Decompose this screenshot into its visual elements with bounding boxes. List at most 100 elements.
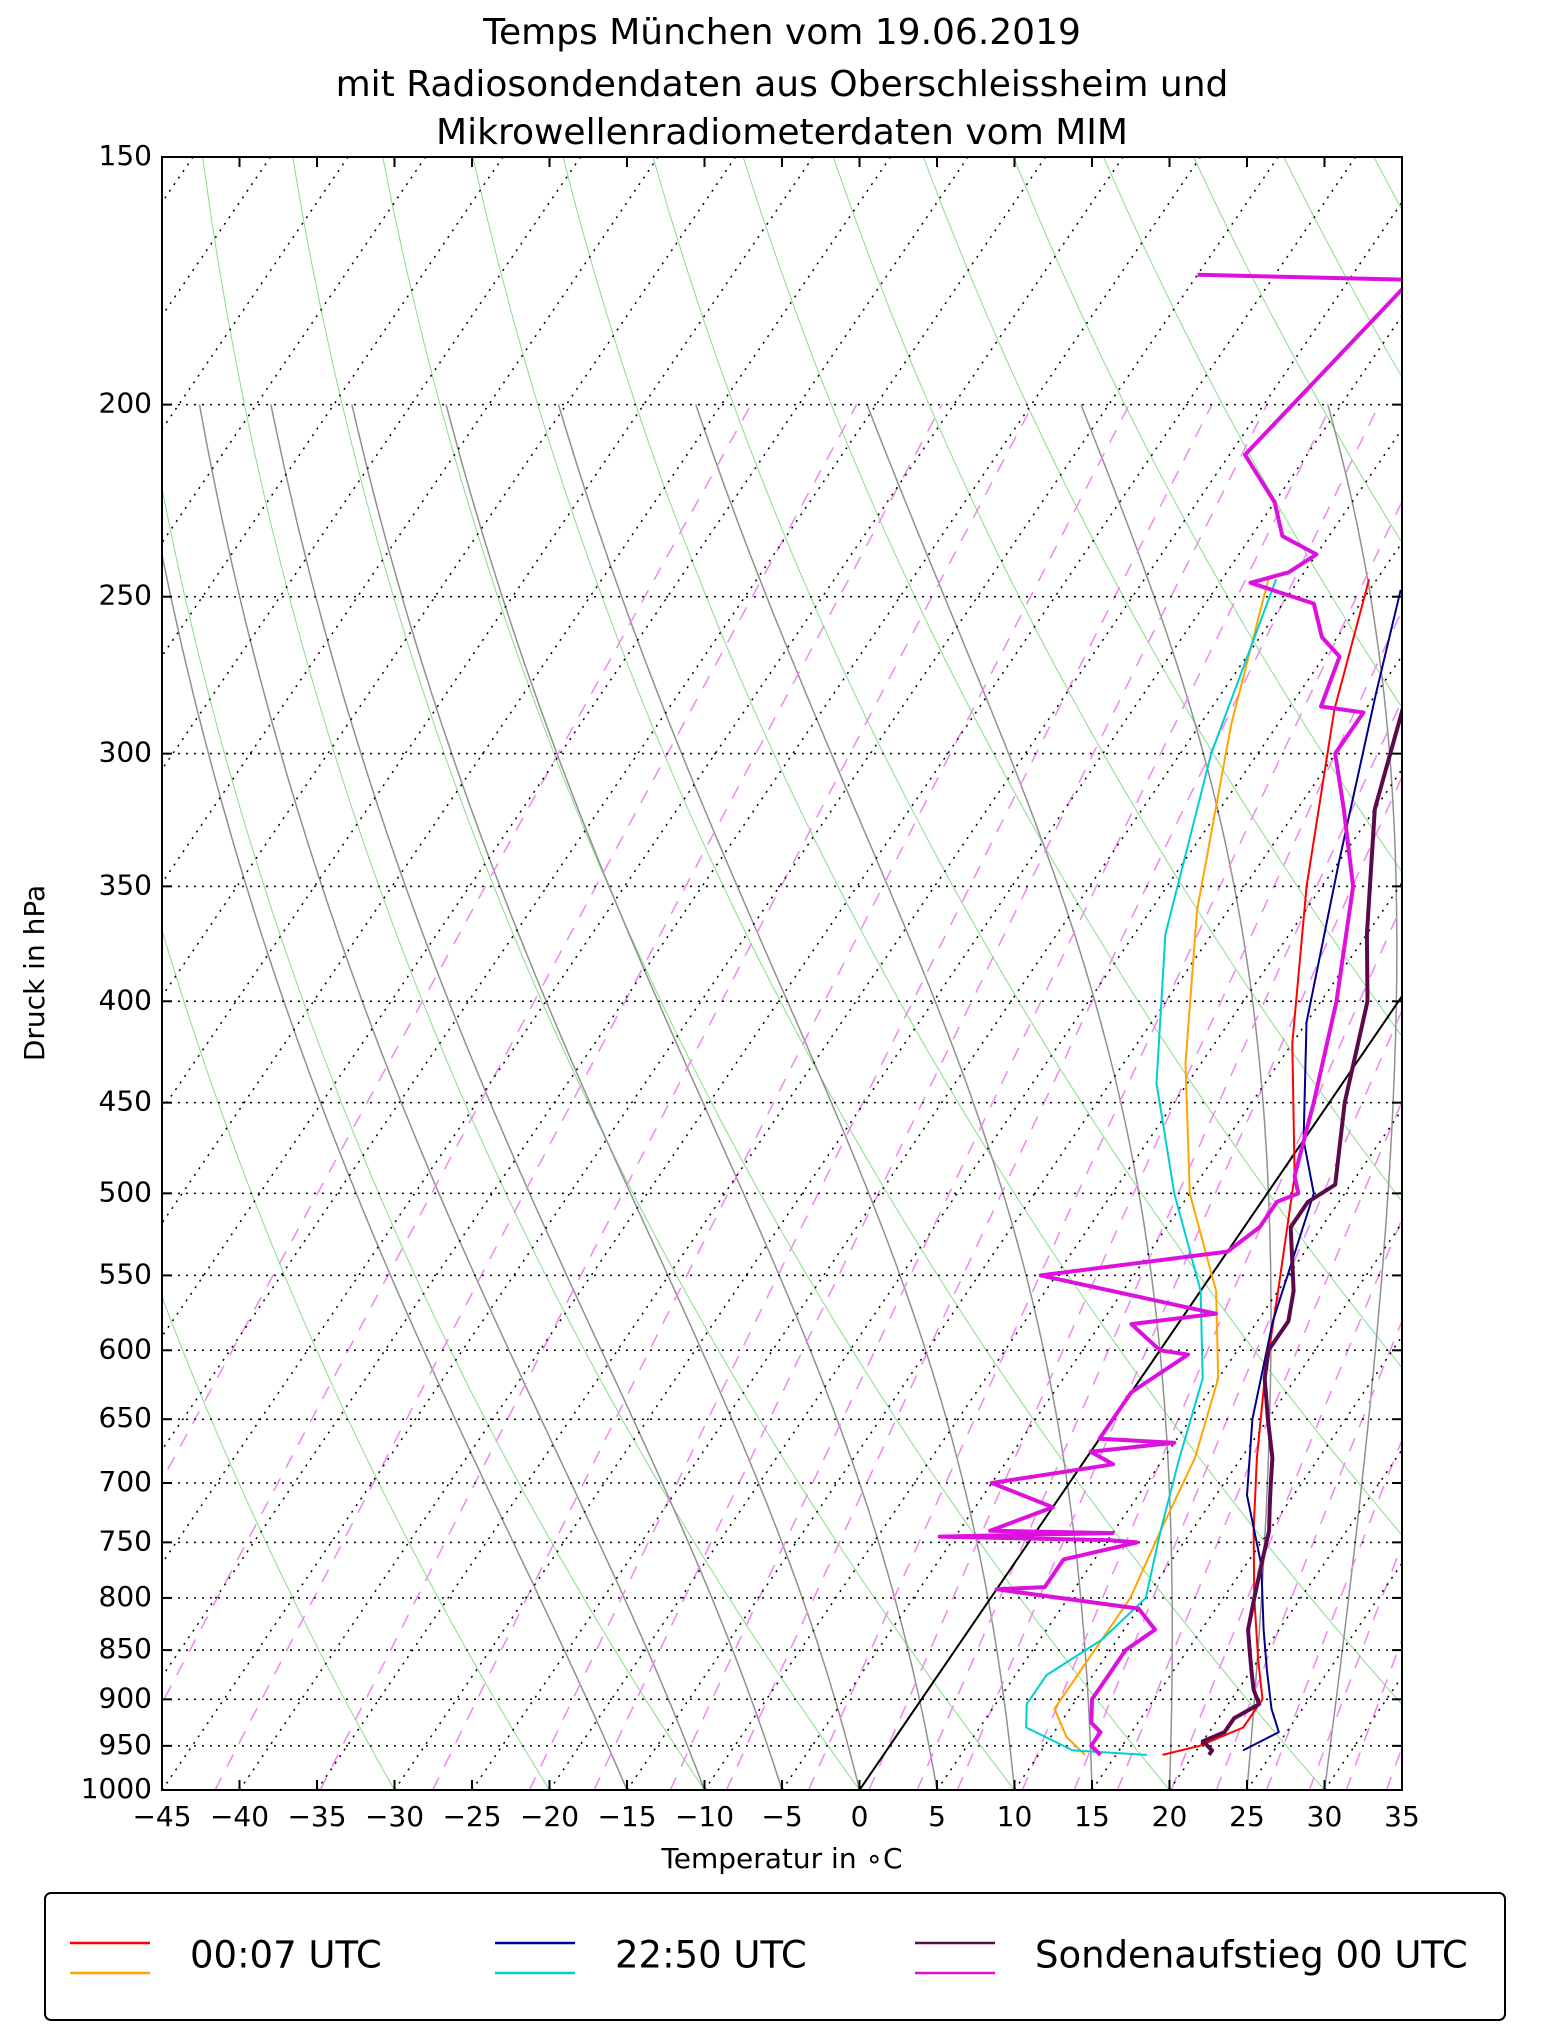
x-tick-label: −30 (365, 1800, 424, 1833)
x-tick-label: −25 (442, 1800, 501, 1833)
isotherm (548, 541, 1402, 1790)
mixing-ratio-line (432, 404, 1130, 1790)
x-tick-label: −45 (132, 1800, 191, 1833)
mixing-ratio-line (669, 404, 1333, 1790)
series-temperature (1242, 589, 1402, 1752)
moist-adiabat (1323, 404, 1398, 1790)
x-tick-label: −35 (287, 1800, 346, 1833)
y-tick-label: 400 (99, 983, 152, 1016)
moist-adiabat (695, 404, 1093, 1790)
legend-label-0007: 00:07 UTC (190, 1934, 382, 1977)
isotherm (316, 201, 1402, 1790)
isotherm (936, 1108, 1402, 1790)
dry-adiabat (742, 157, 1402, 1369)
mixing-ratio-line (956, 775, 1402, 1790)
background-curves (162, 157, 1542, 1790)
moist-adiabat (198, 404, 706, 1790)
moist-adiabat (1080, 404, 1272, 1790)
legend-swatches (70, 1941, 995, 1975)
mixing-ratio-line (807, 499, 1402, 1790)
isotherm (162, 157, 504, 658)
x-tick-label: −15 (597, 1800, 656, 1833)
mixing-ratio-line (1345, 1637, 1402, 1790)
dry-adiabat (162, 486, 705, 1790)
series-dewpoint (937, 272, 1402, 1757)
x-tick-label: 10 (997, 1800, 1033, 1833)
chart-title-line-3: Mikrowellenradiometerdaten vom MIM (436, 112, 1128, 153)
isotherm (703, 768, 1402, 1790)
y-tick-label: 150 (99, 139, 152, 172)
mixing-ratio-line (1170, 1217, 1402, 1790)
isotherm (162, 157, 1279, 1790)
isotherm (1168, 1448, 1402, 1790)
dry-adiabat (1373, 157, 1402, 211)
legend-box (44, 1892, 1506, 2021)
moist-adiabat (162, 550, 628, 1790)
legend-label-sonde: Sondenaufstieg 00 UTC (1035, 1934, 1468, 1977)
series-dewpoint (1053, 579, 1270, 1756)
chart-title: Temps München vom 19.06.2019 mit Radioso… (336, 12, 1229, 153)
y-tick-label: 550 (99, 1257, 152, 1290)
dry-adiabat (1464, 157, 1542, 1790)
isotherm (781, 881, 1402, 1790)
moist-adiabat (1401, 1785, 1402, 1790)
dry-adiabat (652, 157, 1402, 1536)
x-tick-label: −20 (520, 1800, 579, 1833)
mixing-ratio-line (319, 404, 1034, 1790)
x-axis-label: Temperatur in ∘C (660, 1842, 902, 1875)
mixing-ratio-line (162, 404, 858, 1705)
x-tick-label: 25 (1229, 1800, 1265, 1833)
mixing-ratio-line (916, 698, 1402, 1790)
mixing-ratio-line (1073, 1008, 1402, 1790)
mixing-ratio-line (1470, 405, 1542, 1790)
moist-adiabat (351, 404, 861, 1790)
isotherm (162, 157, 427, 544)
mixing-ratio-line (1385, 1744, 1402, 1790)
isotherm (162, 157, 814, 1111)
y-tick-label: 900 (99, 1681, 152, 1714)
y-tick-label: 350 (99, 868, 152, 901)
moist-adiabat (557, 404, 1016, 1790)
dry-adiabat (922, 157, 1402, 1038)
isotherm (162, 157, 1124, 1565)
isotherm (393, 314, 1402, 1790)
dry-adiabat (1103, 157, 1402, 709)
chart-title-line-2: mit Radiosondendaten aus Oberschleisshei… (336, 64, 1229, 105)
series-temperature (1200, 704, 1402, 1757)
mixing-ratio-line (1116, 1099, 1402, 1790)
isotherm (1246, 1561, 1402, 1790)
dry-adiabat (382, 157, 1170, 1790)
legend: 00:07 UTC 22:50 UTC Sondenaufstieg 00 UT… (44, 1892, 1506, 2021)
y-tick-label: 450 (99, 1085, 152, 1118)
legend-label-2250: 22:50 UTC (615, 1934, 807, 1977)
mixing-ratio-line (1215, 1319, 1402, 1790)
moist-adiabat (270, 404, 783, 1790)
y-tick-label: 700 (99, 1465, 152, 1498)
y-tick-label: 800 (99, 1580, 152, 1613)
mixing-ratio-line (1265, 1437, 1402, 1790)
isotherm (1013, 1221, 1402, 1790)
series-temperature (1162, 579, 1371, 1756)
y-tick-label: 300 (99, 736, 152, 769)
x-tick-label: 15 (1074, 1800, 1110, 1833)
zero-isotherm (858, 994, 1402, 1790)
dry-adiabat (472, 157, 1325, 1790)
isotherm (858, 994, 1402, 1790)
x-tick-label: 0 (851, 1800, 869, 1833)
mixing-ratio-line (1021, 903, 1402, 1790)
moist-adiabat (866, 404, 1174, 1790)
y-tick-label: 600 (99, 1332, 152, 1365)
isotherm (1401, 1788, 1402, 1790)
mixing-ratio-line (868, 609, 1402, 1790)
dry-adiabat (562, 157, 1402, 1706)
y-tick-label: 1000 (81, 1772, 152, 1805)
isotherm (162, 157, 1047, 1452)
y-tick-label: 250 (99, 579, 152, 612)
dry-adiabat (1283, 157, 1402, 378)
series-layer (937, 272, 1402, 1757)
x-tick-label: −5 (761, 1800, 802, 1833)
mixing-ratio-line (1308, 1542, 1402, 1790)
y-tick-label: 650 (99, 1401, 152, 1434)
isotherm (162, 157, 582, 771)
